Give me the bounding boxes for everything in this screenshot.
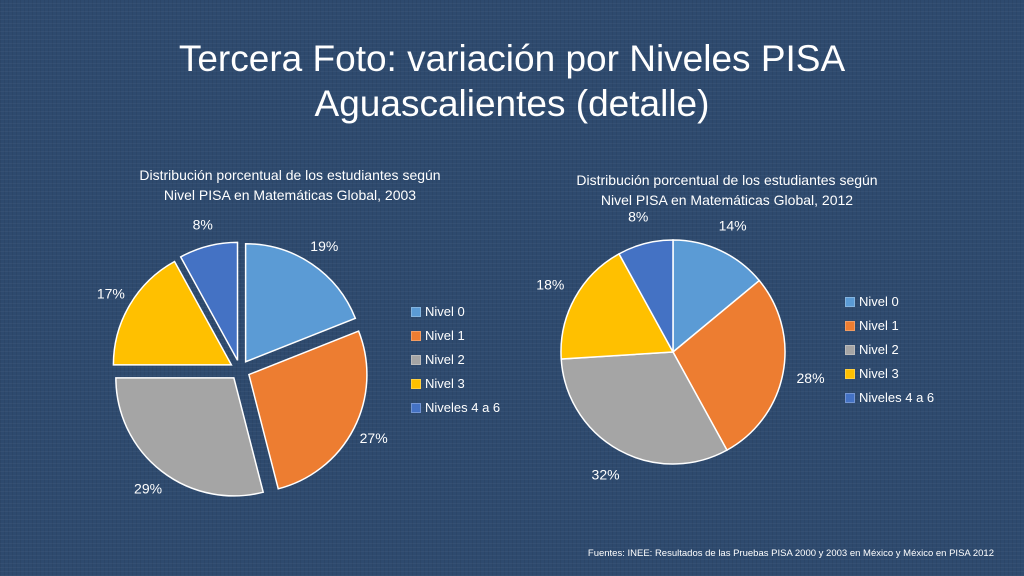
legend-item-2003-nivel-0: Nivel 0 [411,300,500,324]
pie-slice-2012-nivel-2 [560,351,728,465]
pie-slice-2012-nivel-0 [672,239,761,354]
legend-item-2003-nivel-1: Nivel 1 [411,324,500,348]
legend-label-niveles-4-6: Niveles 4 a 6 [859,390,935,405]
data-label-2003-niveles-4-6: 8% [193,217,213,233]
data-label-2003-nivel-2: 29% [134,481,162,497]
source-footer: Fuentes: INEE: Resultados de las Pruebas… [587,548,994,559]
legend-item-2012-nivel-3: Nivel 3 [845,362,934,386]
legend-swatch-nivel-3 [411,379,421,389]
pie-slice-2003-nivel-3 [112,260,233,366]
legend-item-2003-nivel-2: Nivel 2 [411,348,500,372]
legend-swatch-nivel-1 [845,321,855,331]
data-label-2012-nivel-1: 28% [797,370,825,386]
legend-label-nivel-1: Nivel 1 [425,328,465,343]
legend-label-nivel-2: Nivel 2 [425,352,465,367]
legend-item-2003-niveles-4-6: Niveles 4 a 6 [411,396,500,420]
legend-item-2012-nivel-2: Nivel 2 [845,338,934,362]
legend-swatch-nivel-0 [411,307,421,317]
legend-swatch-nivel-1 [411,331,421,341]
pie-slice-2003-nivel-0 [244,242,357,363]
legend-item-2012-nivel-1: Nivel 1 [845,314,934,338]
legend-2003: Nivel 0 Nivel 1 Nivel 2 Nivel 3 Niveles 4 a … [411,300,500,420]
data-label-2012-nivel-2: 32% [592,467,620,483]
legend-label-nivel-3: Nivel 3 [859,366,899,381]
pie-chart-2012: 14% 28% 32% 18% 8% [536,208,825,483]
legend-item-2012-nivel-0: Nivel 0 [845,290,934,314]
legend-label-nivel-3: Nivel 3 [425,376,465,391]
chart-2003-title: Distribución porcentual de los estudiant… [90,165,490,205]
pie-chart-2003: 19% 27% 29% 17% 8% [97,217,388,497]
legend-swatch-nivel-0 [845,297,855,307]
data-label-2012-nivel-0: 14% [719,217,747,233]
slide-title-line-1: Tercera Foto: variación por Niveles PISA [178,38,846,79]
data-label-2003-nivel-1: 27% [360,430,388,446]
chart-2003-title-line-1: Distribución porcentual de los estudiant… [139,167,441,183]
slide-title: Tercera Foto: variación por Niveles PISA… [0,36,1024,126]
pie-slice-2003-niveles-4-6 [179,241,239,361]
pie-slice-2012-nivel-1 [672,279,786,452]
slide-title-line-2: Aguascalientes (detalle) [314,83,710,124]
pie-slice-2012-nivel-3 [560,252,675,360]
legend-swatch-nivel-3 [845,369,855,379]
pie-slice-2012-niveles-4-6 [618,239,674,353]
legend-2012: Nivel 0 Nivel 1 Nivel 2 Nivel 3 Niveles 4 a … [845,290,934,410]
chart-2003-title-line-2: Nivel PISA en Matemáticas Global, 2003 [163,187,417,203]
legend-label-nivel-2: Nivel 2 [859,342,899,357]
chart-2012-title: Distribución porcentual de los estudiant… [527,170,927,210]
legend-swatch-nivel-2 [845,345,855,355]
chart-2012-title-line-2: Nivel PISA en Matemáticas Global, 2012 [600,192,854,208]
legend-label-niveles-4-6: Niveles 4 a 6 [425,400,501,415]
data-label-2012-niveles-4-6: 8% [628,208,648,224]
pie-slice-2003-nivel-2 [115,377,265,497]
data-label-2003-nivel-3: 17% [97,286,125,302]
legend-label-nivel-1: Nivel 1 [859,318,899,333]
legend-label-nivel-0: Nivel 0 [425,304,465,319]
data-label-2012-nivel-3: 18% [536,277,564,293]
legend-item-2003-nivel-3: Nivel 3 [411,372,500,396]
legend-swatch-niveles-4-6 [845,393,855,403]
data-label-2003-nivel-0: 19% [310,238,338,254]
chart-2012-title-line-1: Distribución porcentual de los estudiant… [576,172,878,188]
legend-swatch-niveles-4-6 [411,403,421,413]
legend-item-2012-niveles-4-6: Niveles 4 a 6 [845,386,934,410]
legend-swatch-nivel-2 [411,355,421,365]
pie-slice-2003-nivel-1 [248,330,368,490]
legend-label-nivel-0: Nivel 0 [859,294,899,309]
